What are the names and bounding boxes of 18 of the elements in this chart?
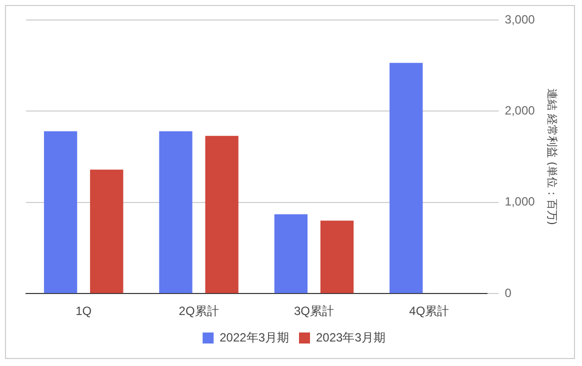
bar [205, 136, 238, 294]
bar [390, 62, 423, 294]
bar [44, 131, 78, 294]
y-tick-label: 1,000 [504, 194, 536, 209]
y-tick-label: 3,000 [504, 12, 536, 26]
legend-label: 2023年3月期 [316, 330, 386, 344]
y-axis-title: 連結 経常利益 (単位：百万) [546, 88, 559, 226]
x-tick-label: 4Q累計 [409, 304, 450, 318]
bar [90, 170, 124, 294]
x-tick-label: 1Q [76, 304, 92, 318]
bar [320, 220, 354, 294]
x-tick-label: 2Q累計 [178, 304, 219, 318]
y-tick-label: 0 [504, 286, 512, 300]
x-tick-label: 3Q累計 [294, 304, 334, 318]
y-tick-label: 2,000 [504, 104, 536, 118]
bar [274, 214, 308, 294]
bar [159, 131, 192, 294]
legend-label: 2022年3月期 [220, 330, 290, 344]
